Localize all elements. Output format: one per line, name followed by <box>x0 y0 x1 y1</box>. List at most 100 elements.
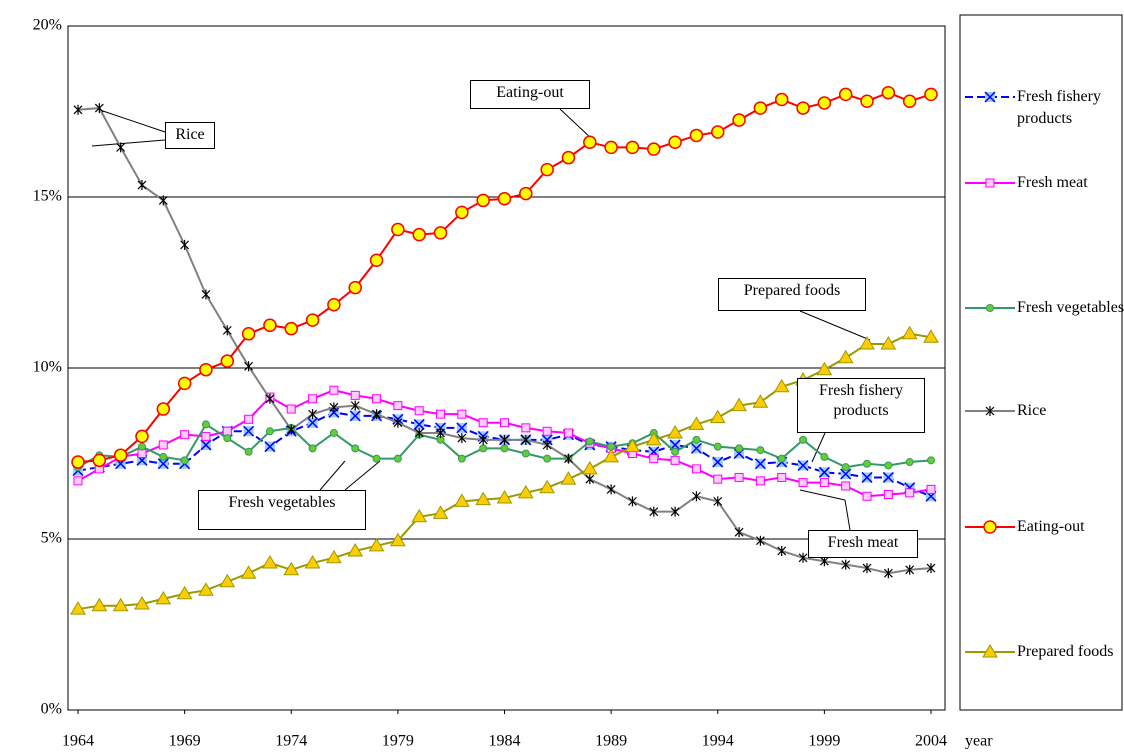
y-tick-label: 5% <box>41 530 62 547</box>
marker <box>542 426 552 436</box>
marker <box>753 101 768 115</box>
marker <box>817 96 832 110</box>
marker <box>349 410 361 422</box>
marker <box>411 508 428 523</box>
marker <box>496 489 513 504</box>
marker <box>713 474 723 484</box>
x-tick-label: 1989 <box>595 733 627 750</box>
marker <box>777 454 786 463</box>
marker <box>436 409 446 419</box>
marker <box>372 454 381 463</box>
marker <box>628 496 637 507</box>
annotation: Fresh vegetables <box>198 490 366 530</box>
marker <box>137 442 146 451</box>
marker <box>923 329 939 343</box>
leader-line <box>91 139 166 147</box>
marker <box>393 401 403 411</box>
marker <box>838 87 853 102</box>
marker <box>350 390 360 400</box>
marker <box>456 422 468 434</box>
marker <box>985 406 995 416</box>
marker <box>625 140 640 155</box>
marker <box>712 456 724 468</box>
marker <box>134 595 150 610</box>
marker <box>624 438 641 453</box>
legend-key <box>965 520 1015 534</box>
marker <box>777 545 787 556</box>
marker <box>647 142 661 156</box>
marker <box>157 458 169 470</box>
marker <box>777 472 787 482</box>
marker <box>158 440 168 450</box>
marker <box>262 554 278 569</box>
marker <box>414 406 424 416</box>
marker <box>539 479 556 494</box>
marker <box>862 563 872 574</box>
series-markers <box>70 325 939 615</box>
marker <box>604 140 618 155</box>
x-tick-label: 2004 <box>915 733 947 750</box>
marker <box>201 431 211 441</box>
marker <box>286 424 296 435</box>
x-tick-label: 1984 <box>489 733 521 750</box>
marker <box>905 564 915 575</box>
marker <box>519 186 533 201</box>
marker <box>649 506 659 517</box>
marker <box>478 434 488 445</box>
marker <box>244 447 253 456</box>
marker <box>240 565 257 579</box>
marker <box>372 394 382 404</box>
marker <box>905 458 914 467</box>
marker <box>667 424 683 439</box>
marker <box>901 325 918 340</box>
marker <box>113 448 128 462</box>
marker <box>709 409 726 424</box>
marker <box>112 597 129 612</box>
marker <box>478 418 488 428</box>
marker <box>926 484 936 494</box>
annotation: Fresh fishery products <box>797 378 925 433</box>
marker <box>135 429 149 444</box>
x-tick-label: 1994 <box>702 733 734 750</box>
marker <box>670 455 680 465</box>
marker <box>244 414 254 424</box>
marker <box>691 464 701 474</box>
marker <box>585 437 594 446</box>
marker <box>774 92 789 107</box>
marker <box>308 444 317 453</box>
x-tick-label: 1974 <box>275 733 307 750</box>
marker <box>581 460 598 475</box>
marker <box>453 493 470 507</box>
marker <box>692 435 701 444</box>
marker <box>560 471 577 485</box>
marker <box>71 455 85 469</box>
marker <box>711 125 725 139</box>
legend-label: Eating-out <box>1017 518 1085 535</box>
legend-label: Fresh vegetables <box>1017 299 1124 316</box>
marker <box>583 135 597 150</box>
marker <box>329 428 338 437</box>
marker <box>841 559 851 570</box>
marker <box>180 456 189 465</box>
marker <box>91 597 108 612</box>
marker <box>307 417 319 429</box>
marker <box>329 385 339 395</box>
leader-line <box>559 108 594 141</box>
leader-line <box>844 499 851 531</box>
marker <box>731 397 747 412</box>
legend-key <box>965 91 1015 103</box>
marker <box>159 452 168 461</box>
marker <box>158 195 168 206</box>
annotation: Prepared foods <box>718 278 866 311</box>
marker <box>390 532 406 547</box>
marker <box>521 423 531 433</box>
marker <box>713 496 723 507</box>
marker <box>219 573 236 588</box>
marker <box>796 101 810 115</box>
marker <box>985 178 995 188</box>
marker <box>497 191 512 206</box>
marker <box>734 527 744 538</box>
marker <box>305 313 320 327</box>
marker <box>860 94 874 108</box>
leader-line <box>811 432 826 463</box>
